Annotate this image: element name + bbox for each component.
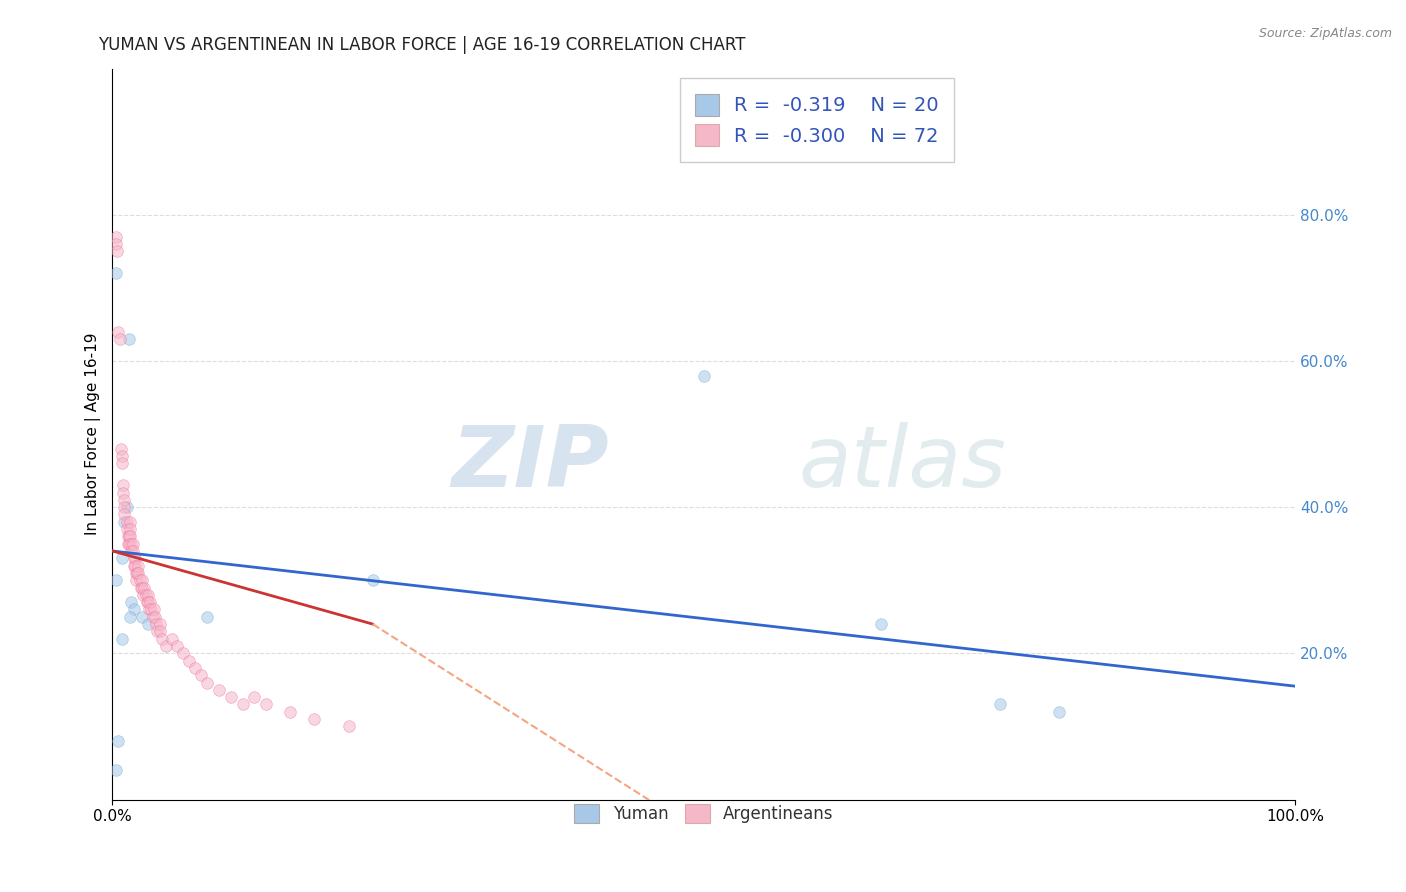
Point xyxy=(136,617,159,632)
Point xyxy=(124,558,146,573)
Point xyxy=(115,500,138,515)
Point xyxy=(166,639,188,653)
Point xyxy=(120,536,142,550)
Point xyxy=(988,698,1011,712)
Point xyxy=(112,515,135,529)
Point xyxy=(160,632,183,646)
Point xyxy=(112,478,135,492)
Point xyxy=(111,449,134,463)
Point xyxy=(111,551,134,566)
Point xyxy=(112,508,135,522)
Point xyxy=(125,566,148,580)
Point xyxy=(121,544,143,558)
Point xyxy=(104,764,127,778)
Text: atlas: atlas xyxy=(799,422,1007,505)
Point xyxy=(693,368,716,383)
Point xyxy=(134,581,156,595)
Point xyxy=(195,609,218,624)
Point xyxy=(361,573,384,587)
Point xyxy=(115,522,138,536)
Point xyxy=(131,573,153,587)
Point xyxy=(232,698,254,712)
Point xyxy=(117,529,139,543)
Point xyxy=(124,551,146,566)
Point xyxy=(143,609,166,624)
Point xyxy=(110,442,132,456)
Point xyxy=(136,595,159,609)
Point xyxy=(278,705,301,719)
Point xyxy=(125,573,148,587)
Point xyxy=(337,719,360,733)
Point xyxy=(105,244,128,259)
Point xyxy=(142,609,165,624)
Point xyxy=(122,551,145,566)
Point xyxy=(127,566,149,580)
Point xyxy=(104,266,127,280)
Point xyxy=(115,515,138,529)
Point xyxy=(138,602,160,616)
Point xyxy=(243,690,266,705)
Point xyxy=(139,595,162,609)
Point xyxy=(120,595,142,609)
Point xyxy=(142,602,165,616)
Point xyxy=(104,229,127,244)
Point xyxy=(118,529,141,543)
Point xyxy=(141,602,163,616)
Point xyxy=(120,609,142,624)
Point xyxy=(1047,705,1070,719)
Point xyxy=(112,492,135,507)
Point xyxy=(122,558,145,573)
Point xyxy=(219,690,242,705)
Point xyxy=(128,573,150,587)
Point xyxy=(111,632,134,646)
Point xyxy=(146,624,169,639)
Point xyxy=(121,536,143,550)
Point xyxy=(190,668,212,682)
Point xyxy=(131,581,153,595)
Point xyxy=(120,529,142,543)
Point xyxy=(117,536,139,550)
Point xyxy=(112,485,135,500)
Legend: Yuman, Argentineans: Yuman, Argentineans xyxy=(562,792,845,835)
Point xyxy=(132,588,155,602)
Point xyxy=(131,609,153,624)
Text: Source: ZipAtlas.com: Source: ZipAtlas.com xyxy=(1258,27,1392,40)
Point xyxy=(179,654,201,668)
Point xyxy=(120,522,142,536)
Point xyxy=(104,236,127,251)
Point xyxy=(149,617,172,632)
Point xyxy=(118,332,141,346)
Point xyxy=(184,661,207,675)
Point xyxy=(145,617,167,632)
Text: YUMAN VS ARGENTINEAN IN LABOR FORCE | AGE 16-19 CORRELATION CHART: YUMAN VS ARGENTINEAN IN LABOR FORCE | AG… xyxy=(98,36,747,54)
Point xyxy=(172,646,194,660)
Point xyxy=(112,500,135,515)
Y-axis label: In Labor Force | Age 16-19: In Labor Force | Age 16-19 xyxy=(86,333,101,535)
Point xyxy=(129,581,152,595)
Point xyxy=(127,566,149,580)
Point xyxy=(254,698,277,712)
Point xyxy=(136,588,159,602)
Point xyxy=(149,624,172,639)
Point xyxy=(122,602,145,616)
Point xyxy=(195,675,218,690)
Text: ZIP: ZIP xyxy=(451,422,609,505)
Point xyxy=(127,558,149,573)
Point xyxy=(111,456,134,470)
Point xyxy=(302,712,325,726)
Point xyxy=(107,734,129,748)
Point xyxy=(120,544,142,558)
Point xyxy=(135,588,157,602)
Point xyxy=(120,515,142,529)
Point xyxy=(118,536,141,550)
Point xyxy=(135,595,157,609)
Point xyxy=(208,682,231,697)
Point xyxy=(870,617,893,632)
Point xyxy=(107,325,129,339)
Point xyxy=(150,632,173,646)
Point xyxy=(108,332,131,346)
Point xyxy=(155,639,177,653)
Point xyxy=(104,573,127,587)
